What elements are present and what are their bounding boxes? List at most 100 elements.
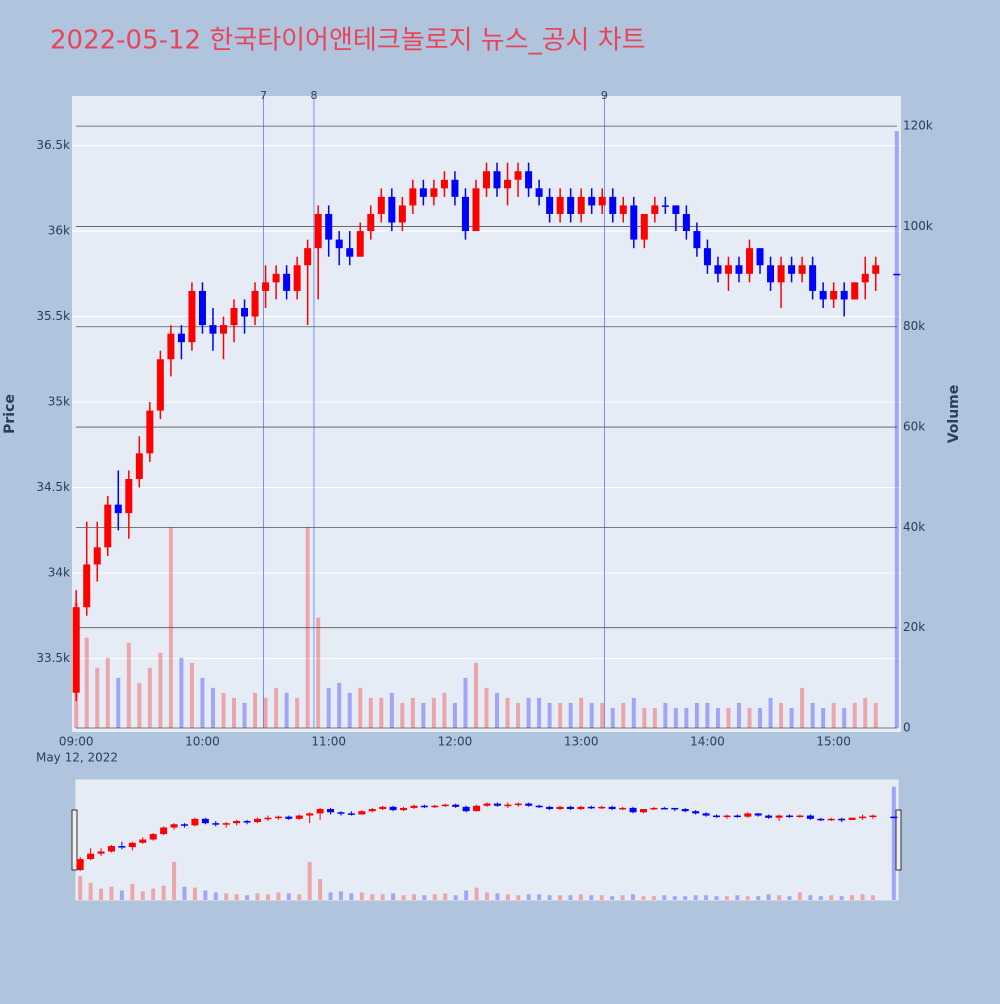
slider-volume-bar — [130, 883, 135, 900]
slider-candle-body — [598, 806, 606, 809]
volume-bar — [95, 667, 100, 728]
slider-candle-body — [639, 809, 647, 813]
candle-body — [304, 248, 312, 266]
slider-volume-bar — [662, 895, 667, 900]
slider-candle-body — [859, 816, 867, 819]
slider-candle-body — [431, 805, 439, 808]
volume-bar — [789, 707, 794, 728]
candle-body — [472, 188, 480, 232]
slider-candle-body — [97, 851, 105, 854]
slider-candle-body — [76, 859, 84, 870]
slider-candle-body — [546, 806, 554, 810]
range-slider[interactable] — [75, 779, 899, 901]
slider-volume-bar — [787, 896, 792, 900]
slider-volume-bar — [192, 887, 197, 900]
candle-body — [440, 179, 448, 189]
slider-candle-body — [577, 806, 585, 810]
volume-bar — [610, 707, 615, 728]
volume-bar — [116, 677, 121, 728]
slider-candle-body — [358, 811, 366, 815]
y-tick-label: 36k — [48, 224, 70, 238]
slider-volume-bar — [464, 890, 469, 900]
volume-bar — [368, 697, 373, 728]
volume-bar — [652, 707, 657, 728]
slider-volume-bar — [234, 894, 239, 900]
slider-candle-body — [243, 821, 251, 823]
slider-volume-bar — [829, 895, 834, 900]
candle-body — [651, 205, 659, 214]
slider-candle-body — [838, 818, 846, 821]
slider-candle-body — [660, 807, 668, 810]
slider-volume-bar — [391, 893, 396, 900]
slider-volume-bar — [338, 891, 343, 900]
slider-candle-body — [295, 815, 303, 819]
slider-candle-body — [723, 815, 731, 818]
y2-tick-label: 100k — [903, 219, 933, 233]
slider-handle[interactable] — [71, 809, 78, 871]
slider-volume-bar — [443, 893, 448, 900]
volume-bar — [800, 687, 805, 728]
slider-volume-bar — [401, 895, 406, 900]
slider-candle-body — [733, 815, 741, 818]
candle-body — [219, 325, 227, 334]
candle-body — [630, 205, 638, 240]
candle-body — [672, 205, 680, 214]
slider-volume-bar — [109, 886, 114, 900]
slider-volume-bar — [286, 893, 291, 900]
volume-bar — [547, 702, 552, 728]
slider-handle[interactable] — [895, 809, 902, 871]
slider-candle-body — [191, 818, 199, 826]
candle-body — [356, 231, 364, 257]
volume-bar — [473, 662, 478, 728]
slider-candle-body — [765, 815, 773, 818]
volume-bar — [579, 697, 584, 728]
slider-volume-bar — [485, 892, 489, 900]
candle-body — [114, 504, 122, 514]
slider-volume-bar — [891, 786, 896, 900]
slider-candle-body — [608, 806, 616, 810]
slider-candle-body — [473, 805, 481, 812]
volume-bar — [168, 527, 173, 728]
slider-volume-bar — [255, 893, 260, 900]
volume-bar — [463, 677, 468, 728]
slider-candle-body — [462, 806, 470, 812]
volume-bar — [894, 131, 899, 729]
volume-bar — [747, 707, 752, 728]
slider-candle-body — [149, 834, 157, 840]
slider-volume-bar — [151, 888, 156, 900]
slider-candle-body — [222, 823, 230, 825]
slider-volume-bar — [714, 896, 719, 900]
volume-bar — [631, 697, 636, 728]
slider-volume-bar — [99, 888, 104, 900]
volume-bar — [505, 697, 510, 728]
candle-body — [756, 248, 764, 266]
volume-bar — [84, 637, 89, 728]
slider-candle-body — [337, 812, 345, 814]
slider-candle-body — [535, 805, 543, 808]
volume-bar — [452, 702, 457, 728]
slider-volume-bar — [704, 895, 709, 900]
candle-body — [167, 333, 175, 360]
volume-bar — [274, 687, 279, 728]
candle-body — [861, 273, 869, 283]
y2-tick-label: 120k — [903, 119, 933, 133]
slider-volume-bar — [818, 896, 823, 900]
volume-bar — [842, 707, 847, 728]
slider-candle-body — [347, 813, 355, 815]
y-tick-label: 35k — [48, 395, 70, 409]
candle-body — [198, 290, 206, 326]
slider-volume-bar — [318, 879, 323, 900]
slider-candle-body — [744, 813, 752, 817]
slider-volume-bar — [213, 892, 218, 900]
volume-bar — [137, 682, 142, 728]
slider-volume-bar — [432, 894, 437, 900]
slider-volume-bar — [422, 895, 427, 900]
candle-body — [546, 196, 554, 214]
volume-bar — [758, 707, 763, 728]
slider-candle-body — [128, 842, 136, 848]
candle-body — [104, 504, 112, 548]
slider-candle-body — [379, 806, 387, 810]
candle-body — [156, 359, 164, 411]
slider-candle-body — [629, 807, 637, 813]
